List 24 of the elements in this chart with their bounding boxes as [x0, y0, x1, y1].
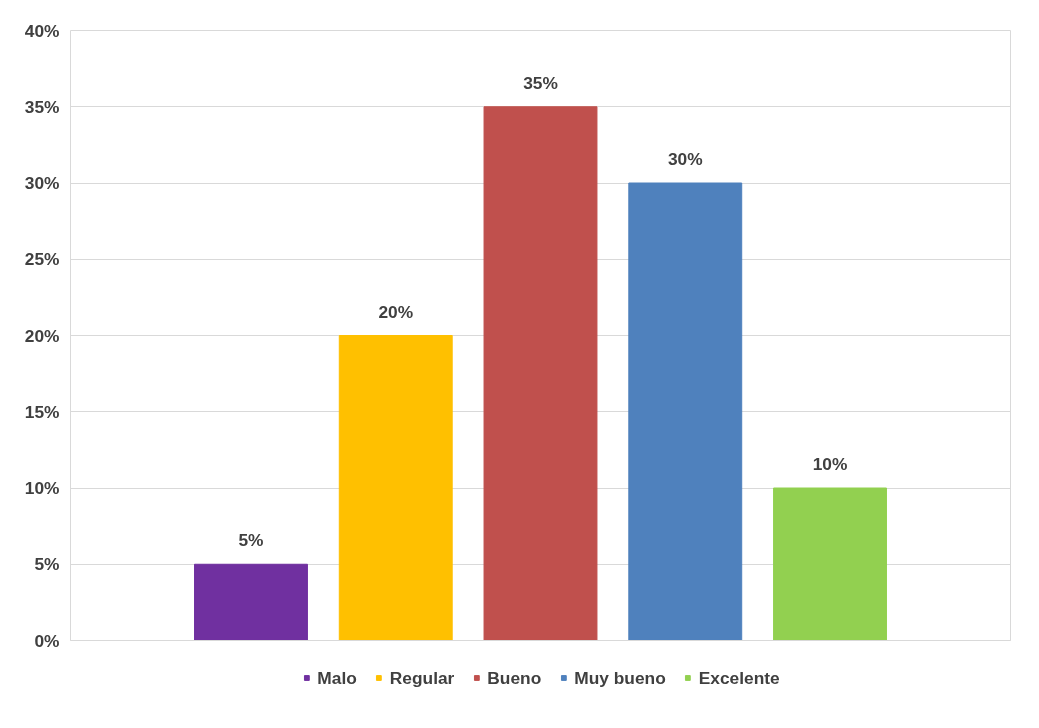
bar	[628, 182, 743, 641]
y-tick-label: 20%	[24, 325, 60, 346]
y-tick-label: 0%	[34, 630, 60, 651]
legend-label: Muy bueno	[574, 667, 666, 688]
text: 10%	[812, 454, 848, 474]
legend-label: Bueno	[487, 667, 542, 688]
text: 5%	[238, 530, 264, 551]
text: 30%	[667, 149, 703, 169]
text: 35%	[523, 72, 558, 93]
y-tick-label: 15%	[24, 401, 60, 422]
y-tick-label: 30%	[24, 173, 60, 193]
y-tick-label: 10%	[24, 478, 60, 498]
legend-label: Excelente	[698, 667, 780, 688]
bar	[483, 106, 598, 641]
text: 20%	[378, 301, 414, 322]
bar	[194, 563, 308, 641]
legend-label: Malo	[317, 667, 357, 688]
y-tick-label: 25%	[24, 249, 60, 270]
y-tick-label: 40%	[24, 20, 60, 41]
bar	[338, 335, 453, 641]
legend-label: Regular	[389, 667, 455, 688]
y-tick-label: 35%	[24, 96, 60, 117]
y-tick-label: 5%	[34, 554, 60, 575]
bar	[773, 487, 887, 641]
